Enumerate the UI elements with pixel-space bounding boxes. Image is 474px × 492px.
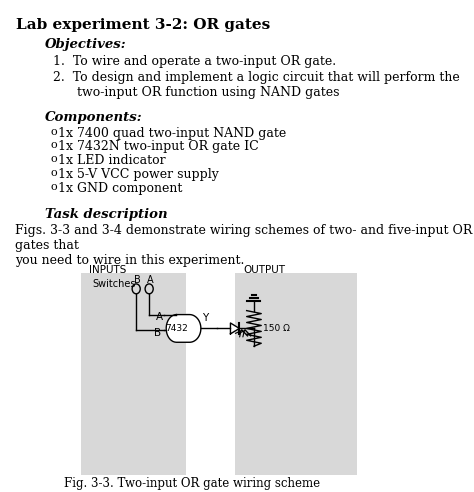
Text: o: o — [50, 182, 57, 192]
Text: Lab experiment 3-2: OR gates: Lab experiment 3-2: OR gates — [16, 18, 271, 32]
Text: Figs. 3-3 and 3-4 demonstrate wiring schemes of two- and five-input OR gates tha: Figs. 3-3 and 3-4 demonstrate wiring sch… — [15, 223, 472, 267]
Text: 150 Ω: 150 Ω — [263, 324, 290, 333]
Text: 1.  To wire and operate a two-input OR gate.: 1. To wire and operate a two-input OR ga… — [53, 56, 336, 68]
Text: 1x 7432N two-input OR gate IC: 1x 7432N two-input OR gate IC — [58, 141, 259, 154]
Text: 1x 7400 quad two-input NAND gate: 1x 7400 quad two-input NAND gate — [58, 126, 287, 140]
Polygon shape — [166, 314, 201, 342]
Text: B: B — [154, 329, 161, 338]
Text: A: A — [147, 275, 154, 285]
Text: o: o — [50, 168, 57, 178]
Text: Switches: Switches — [92, 279, 136, 289]
Text: 2.  To design and implement a logic circuit that will perform the
      two-inpu: 2. To design and implement a logic circu… — [53, 71, 459, 99]
Text: INPUTS: INPUTS — [89, 265, 127, 275]
Text: Task description: Task description — [45, 208, 167, 221]
Text: 1x LED indicator: 1x LED indicator — [58, 154, 166, 167]
Text: Components:: Components: — [45, 111, 142, 124]
Text: A: A — [155, 311, 163, 322]
Text: o: o — [50, 141, 57, 151]
Text: OUTPUT: OUTPUT — [243, 265, 285, 275]
Text: 7432: 7432 — [165, 324, 188, 333]
FancyBboxPatch shape — [81, 273, 186, 475]
Text: Y: Y — [202, 313, 209, 323]
FancyBboxPatch shape — [235, 273, 356, 475]
Text: o: o — [50, 126, 57, 137]
Text: Objectives:: Objectives: — [45, 37, 126, 51]
Text: 1x 5-V VCC power supply: 1x 5-V VCC power supply — [58, 168, 219, 181]
Text: o: o — [50, 154, 57, 164]
Text: B: B — [134, 275, 140, 285]
Text: Fig. 3-3. Two-input OR gate wiring scheme: Fig. 3-3. Two-input OR gate wiring schem… — [64, 477, 320, 490]
Polygon shape — [230, 323, 239, 334]
Text: 1x GND component: 1x GND component — [58, 182, 183, 195]
